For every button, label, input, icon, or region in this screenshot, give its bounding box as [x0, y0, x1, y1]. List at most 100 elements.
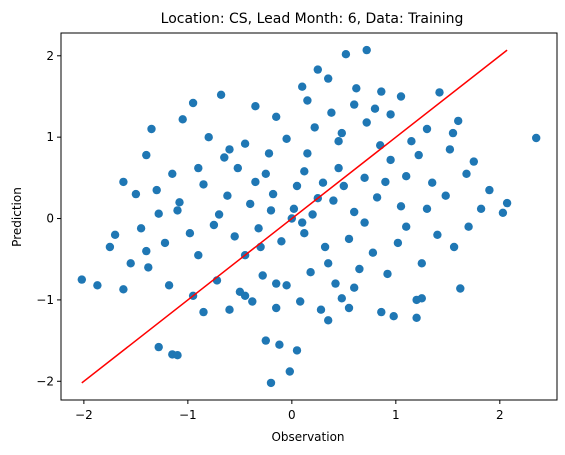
data-point: [318, 178, 328, 187]
data-point: [329, 196, 338, 205]
data-point: [147, 124, 156, 134]
data-point: [313, 65, 322, 74]
data-point: [199, 307, 208, 317]
data-point: [142, 150, 151, 160]
data-point: [298, 82, 307, 91]
data-point: [334, 137, 343, 146]
data-point: [428, 178, 437, 187]
data-point: [254, 224, 263, 233]
data-point: [377, 307, 386, 317]
y-tick-label: −1: [36, 293, 54, 307]
data-point: [360, 173, 369, 182]
data-point: [469, 157, 478, 166]
data-point: [300, 229, 309, 238]
data-point: [412, 295, 421, 305]
data-point: [306, 268, 315, 277]
data-point: [355, 264, 364, 274]
data-point: [441, 191, 450, 200]
plot-frame: [60, 32, 558, 401]
data-point: [370, 104, 380, 113]
data-point: [204, 133, 213, 142]
data-point: [266, 206, 276, 215]
data-point: [185, 229, 195, 238]
data-point: [272, 112, 281, 122]
data-point: [386, 155, 395, 165]
data-point: [248, 297, 257, 306]
data-point: [341, 50, 351, 59]
data-point: [412, 313, 421, 322]
y-tick-label: −2: [36, 374, 54, 388]
data-point: [327, 108, 336, 117]
x-tick-label: 1: [392, 408, 400, 422]
data-point: [225, 305, 234, 314]
data-point: [344, 303, 354, 313]
data-point: [324, 316, 333, 325]
data-point: [216, 90, 226, 100]
data-point: [396, 202, 406, 211]
data-point: [292, 181, 302, 191]
data-point: [178, 115, 187, 124]
data-point: [350, 207, 359, 217]
data-point: [289, 204, 299, 213]
data-point: [261, 169, 270, 178]
y-tick-label: 1: [46, 130, 54, 144]
data-point: [448, 128, 458, 138]
data-point: [258, 271, 267, 280]
data-point: [337, 294, 346, 303]
data-point: [310, 123, 319, 132]
data-point: [464, 222, 473, 231]
y-tick-label: 2: [46, 49, 54, 63]
points-layer: [77, 45, 541, 388]
data-point: [93, 281, 102, 290]
data-point: [142, 246, 151, 256]
data-point: [389, 312, 398, 321]
data-point: [77, 275, 87, 284]
data-point: [407, 137, 416, 146]
data-point: [194, 251, 203, 260]
data-point: [152, 185, 161, 195]
data-point: [350, 100, 359, 109]
data-point: [449, 242, 459, 252]
data-point: [164, 281, 174, 290]
data-point: [331, 279, 340, 288]
x-tick-label: −1: [179, 408, 197, 422]
data-point: [119, 285, 128, 294]
data-point: [199, 180, 208, 189]
data-point: [154, 342, 163, 352]
data-point: [476, 204, 486, 213]
data-point: [220, 153, 229, 162]
data-point: [445, 145, 455, 154]
y-axis-ticks: −2 −1 0 1 2: [36, 49, 61, 388]
data-point: [334, 163, 343, 173]
data-point: [233, 163, 242, 173]
data-point: [383, 269, 392, 279]
x-tick-label: 0: [288, 408, 296, 422]
data-point: [285, 367, 294, 376]
data-point: [194, 163, 203, 173]
data-point: [225, 145, 234, 154]
data-point: [456, 284, 465, 293]
data-point: [324, 259, 333, 268]
data-point: [272, 303, 281, 313]
data-point: [376, 141, 385, 150]
data-point: [360, 218, 369, 227]
data-point: [344, 234, 354, 244]
data-point: [282, 134, 291, 143]
data-point: [264, 149, 274, 158]
data-point: [298, 218, 307, 227]
data-point: [396, 92, 406, 101]
data-point: [188, 98, 198, 108]
data-point: [256, 242, 265, 252]
data-point: [368, 248, 378, 257]
x-axis-ticks: −2 −1 0 1 2: [75, 400, 504, 422]
data-point: [381, 177, 390, 187]
data-point: [131, 189, 141, 199]
data-point: [485, 185, 494, 195]
data-point: [502, 198, 512, 208]
data-point: [435, 88, 444, 97]
data-point: [251, 102, 260, 111]
data-point: [303, 149, 312, 158]
data-point: [422, 204, 432, 213]
data-point: [160, 238, 170, 248]
